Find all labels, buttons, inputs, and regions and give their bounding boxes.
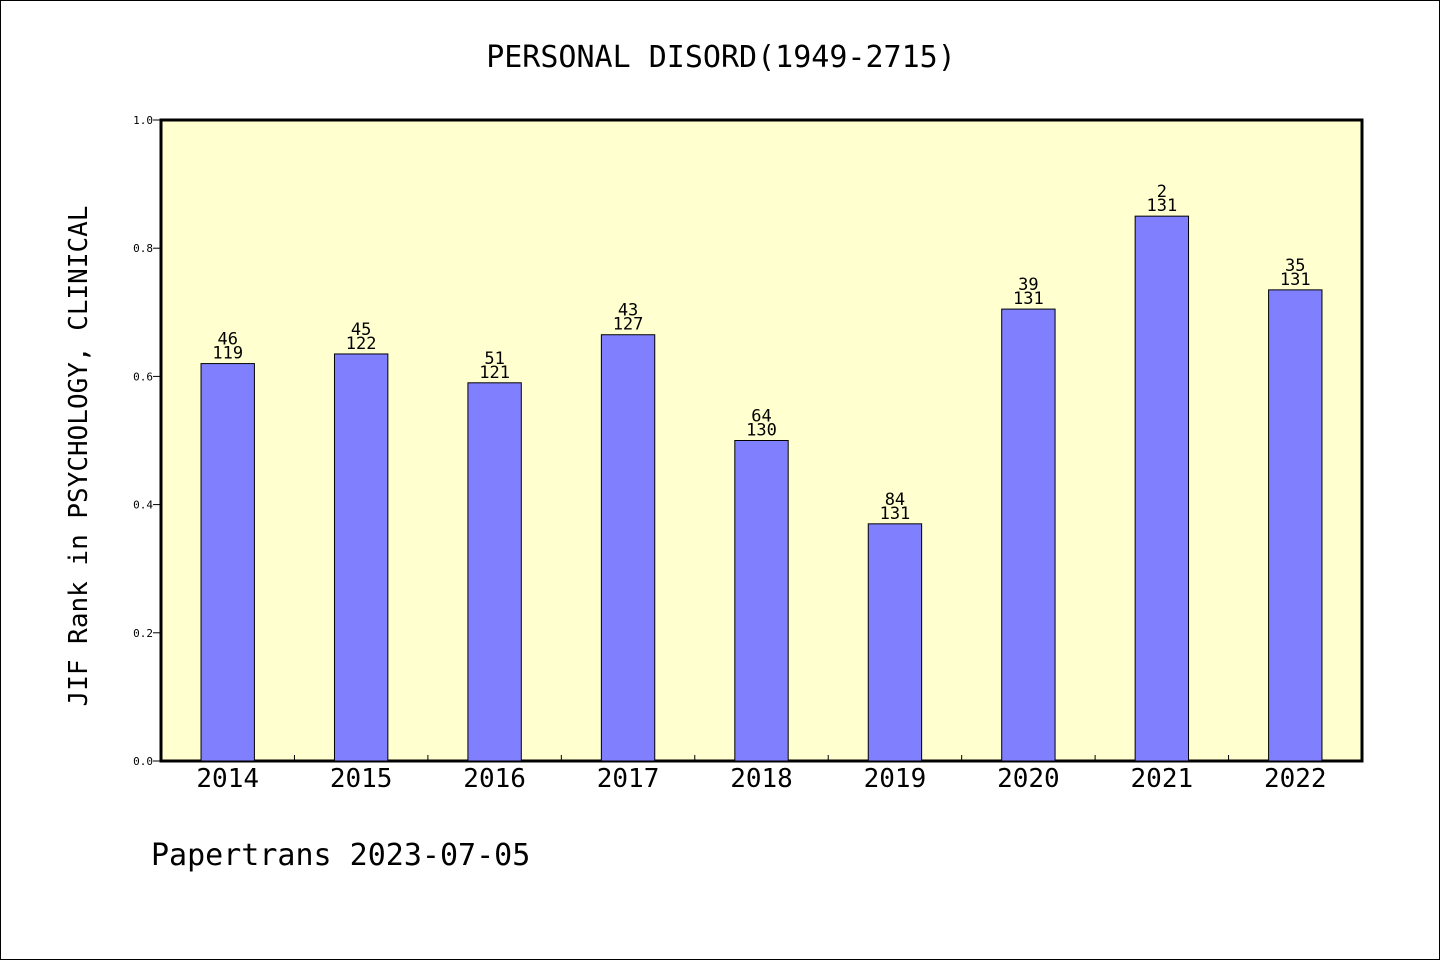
bar-total-label: 131 bbox=[1146, 196, 1177, 216]
chart-title: PERSONAL DISORD(1949-2715) bbox=[486, 40, 956, 75]
y-tick-label: 0.8 bbox=[133, 242, 153, 255]
bar-total-label: 130 bbox=[746, 421, 777, 441]
x-tick-label: 2019 bbox=[864, 764, 927, 794]
y-tick-label: 0.4 bbox=[133, 499, 153, 512]
x-tick-label: 2016 bbox=[463, 764, 526, 794]
y-tick-label: 0.0 bbox=[133, 755, 153, 768]
bar-2014 bbox=[200, 363, 255, 762]
bar-total-label: 127 bbox=[613, 315, 644, 335]
bar-2020 bbox=[1001, 308, 1056, 762]
bar-2015 bbox=[333, 353, 389, 762]
bar-total-label: 131 bbox=[880, 504, 911, 524]
bar-total-label: 119 bbox=[212, 344, 243, 364]
x-tick-label: 2015 bbox=[330, 764, 393, 794]
bar-rank-label: 46 bbox=[217, 330, 237, 350]
bar-rank-label: 45 bbox=[351, 320, 371, 340]
x-tick-label: 2020 bbox=[997, 764, 1060, 794]
x-tick-label: 2021 bbox=[1131, 764, 1194, 794]
bar-rank-label: 64 bbox=[751, 407, 771, 427]
bar-rank-label: 51 bbox=[484, 349, 504, 369]
y-tick-label: 1.0 bbox=[133, 114, 153, 127]
y-axis-label: JIF Rank in PSYCHOLOGY, CLINICAL bbox=[64, 206, 94, 707]
x-tick-label: 2022 bbox=[1264, 764, 1327, 794]
bar-2016 bbox=[467, 382, 522, 762]
bar-2022 bbox=[1268, 289, 1323, 762]
bar-2019 bbox=[867, 523, 923, 762]
bar-total-label: 121 bbox=[479, 363, 510, 383]
x-tick-label: 2018 bbox=[730, 764, 793, 794]
x-tick-label: 2014 bbox=[196, 764, 259, 794]
footer-credit: Papertrans 2023-07-05 bbox=[151, 838, 530, 873]
y-tick-label: 0.2 bbox=[133, 627, 153, 640]
bar-rank-label: 35 bbox=[1285, 256, 1305, 276]
bar-2017 bbox=[600, 334, 656, 762]
bar-rank-label: 84 bbox=[885, 490, 905, 510]
bar-total-label: 131 bbox=[1013, 289, 1044, 309]
x-tick-label: 2017 bbox=[597, 764, 660, 794]
bar-rank-label: 2 bbox=[1157, 182, 1167, 202]
bar-2021 bbox=[1134, 215, 1190, 762]
bar-2018 bbox=[734, 440, 789, 762]
bar-rank-label: 43 bbox=[618, 301, 638, 321]
bar-total-label: 122 bbox=[346, 334, 377, 354]
bar-rank-label: 39 bbox=[1018, 275, 1038, 295]
y-tick-label: 0.6 bbox=[133, 370, 153, 383]
bar-total-label: 131 bbox=[1280, 270, 1311, 290]
